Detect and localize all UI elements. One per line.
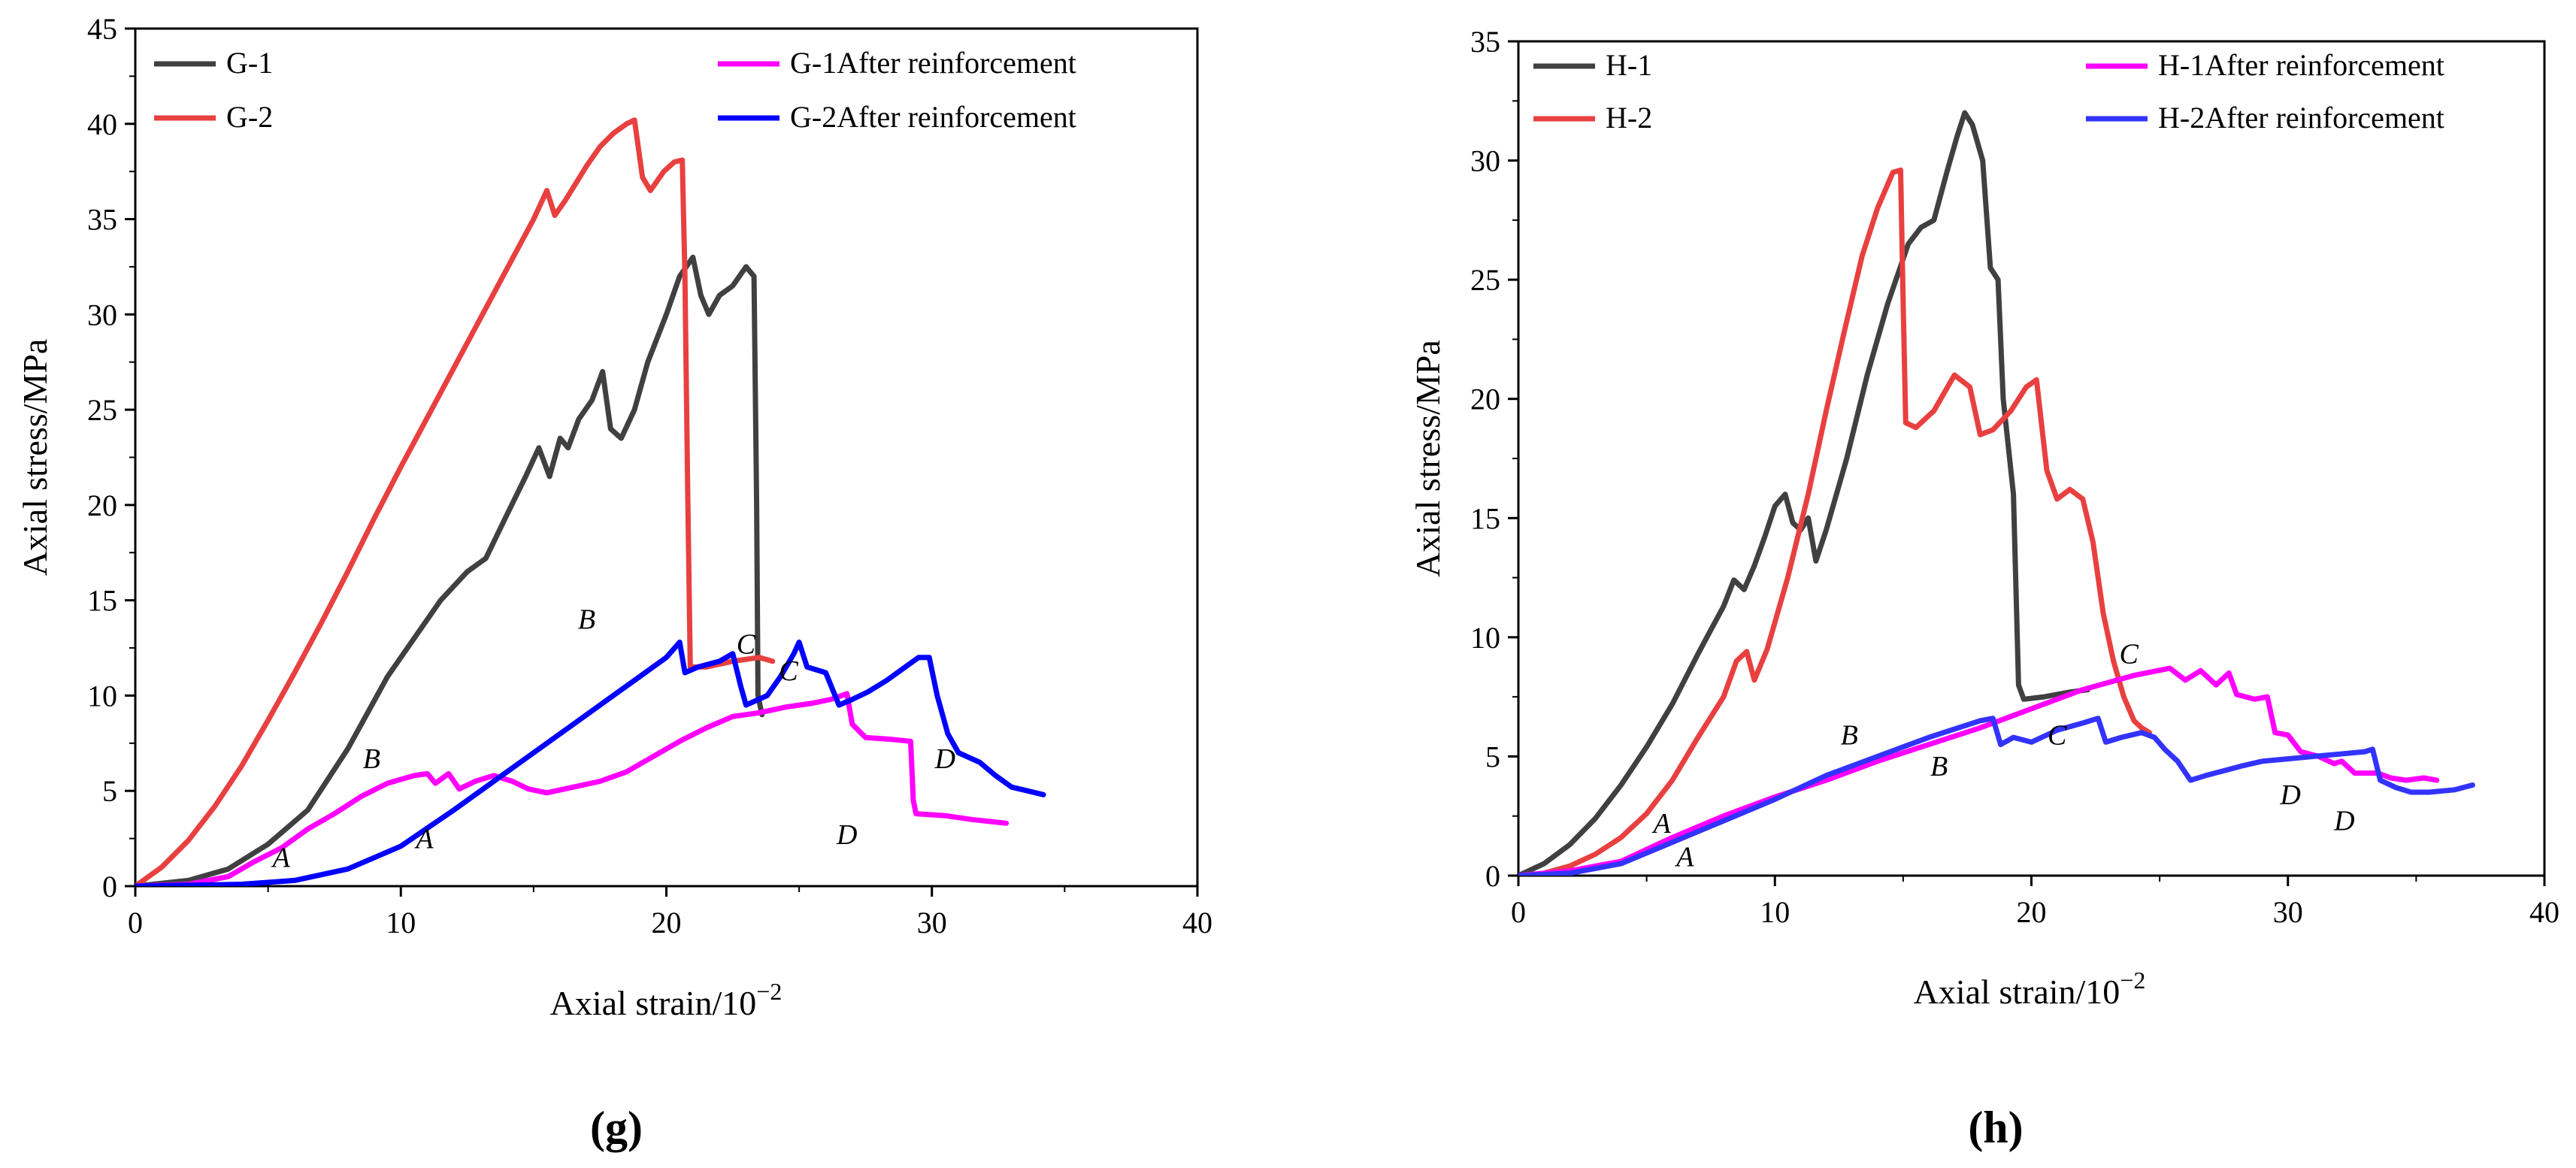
legend-entry: H-2 xyxy=(1606,101,1652,135)
x-tick-label: 0 xyxy=(1511,895,1526,929)
point-label-c: C xyxy=(779,655,798,687)
y-axis-label: Axial stress/MPa xyxy=(1409,340,1447,577)
x-tick-label: 30 xyxy=(917,906,947,940)
x-tick-label: 0 xyxy=(128,906,143,940)
legend-entry: H-2After reinforcement xyxy=(2158,101,2444,135)
y-tick-label: 45 xyxy=(87,12,117,46)
series-line-g-2after-reinforcement xyxy=(135,639,1046,886)
point-label-b: B xyxy=(1841,720,1858,752)
y-axis-label: Axial stress/MPa xyxy=(16,339,54,576)
series-line-h-1after-reinforcement xyxy=(1518,665,2440,876)
legend-entry: G-1 xyxy=(226,46,273,80)
y-tick-label: 35 xyxy=(1470,25,1500,59)
series-line-g-1after-reinforcement xyxy=(135,691,1010,886)
y-tick-label: 10 xyxy=(87,679,117,713)
x-axis-label: Axial strain/10−2 xyxy=(1914,967,2146,1011)
series-line-h-2after-reinforcement xyxy=(1518,716,2475,876)
y-tick-label: 5 xyxy=(102,774,117,808)
point-label-c: C xyxy=(2048,720,2067,752)
series-line-h-2 xyxy=(1518,167,2152,876)
legend-entry: G-2After reinforcement xyxy=(790,100,1076,134)
y-tick-label: 40 xyxy=(87,107,117,141)
point-label-d: D xyxy=(2279,779,2300,811)
legend-entry: G-2 xyxy=(226,100,273,134)
point-label-b: B xyxy=(363,743,380,775)
point-label-a: A xyxy=(413,823,434,855)
x-tick-label: 20 xyxy=(652,906,682,940)
x-axis-label: Axial strain/10−2 xyxy=(550,978,782,1022)
point-label-b: B xyxy=(1930,751,1948,782)
chart-panel-g: 0 10 20 30 40 0 5 10 15 20 25 30 35 40 45 Axial strain/… xyxy=(16,12,1212,1152)
y-tick-label: 5 xyxy=(1485,740,1500,773)
y-tick-label: 15 xyxy=(1470,501,1500,535)
point-label-c: C xyxy=(2119,639,2139,670)
x-tick-label: 10 xyxy=(386,906,416,940)
x-tick-label: 40 xyxy=(1182,906,1212,940)
y-tick-label: 0 xyxy=(102,870,117,903)
panel-label: (h) xyxy=(1968,1103,2023,1152)
series-line-h-1 xyxy=(1518,110,2091,876)
y-tick-label: 20 xyxy=(1470,383,1500,416)
x-tick-label: 10 xyxy=(1760,895,1790,929)
series-line-g-1 xyxy=(135,254,765,886)
y-tick-label: 30 xyxy=(87,298,117,331)
point-label-c: C xyxy=(737,629,756,661)
point-label-a: A xyxy=(1674,841,1694,873)
point-label-d: D xyxy=(836,819,857,851)
point-label-a: A xyxy=(1651,808,1671,840)
series-group xyxy=(1518,110,2475,876)
y-tick-label: 25 xyxy=(1470,263,1500,297)
y-tick-label: 20 xyxy=(87,489,117,522)
chart-panel-h: 0 10 20 30 40 0 5 10 15 20 25 30 35 Axial strain/10−2… xyxy=(1409,25,2559,1152)
x-tick-label: 20 xyxy=(2017,895,2047,929)
legend-entry: H-1After reinforcement xyxy=(2158,48,2444,82)
x-tick-label: 30 xyxy=(2273,895,2303,929)
legend-entry: G-1After reinforcement xyxy=(790,46,1076,80)
plot-frame xyxy=(134,27,1199,888)
y-tick-label: 25 xyxy=(87,393,117,427)
plot-frame xyxy=(1517,40,2546,877)
point-label-a: A xyxy=(271,843,291,874)
point-label-b: B xyxy=(578,604,595,636)
y-tick-label: 10 xyxy=(1470,621,1500,655)
y-tick-label: 30 xyxy=(1470,144,1500,178)
series-line-g-2 xyxy=(135,117,776,886)
y-tick-label: 35 xyxy=(87,203,117,237)
y-tick-label: 15 xyxy=(87,584,117,618)
panel-label: (g) xyxy=(590,1103,643,1152)
legend-entry: H-1 xyxy=(1606,48,1652,82)
point-label-d: D xyxy=(2333,806,2354,837)
y-tick-label: 0 xyxy=(1485,859,1500,893)
x-tick-label: 40 xyxy=(2529,895,2559,929)
series-group xyxy=(135,117,1046,886)
point-label-d: D xyxy=(934,743,955,775)
